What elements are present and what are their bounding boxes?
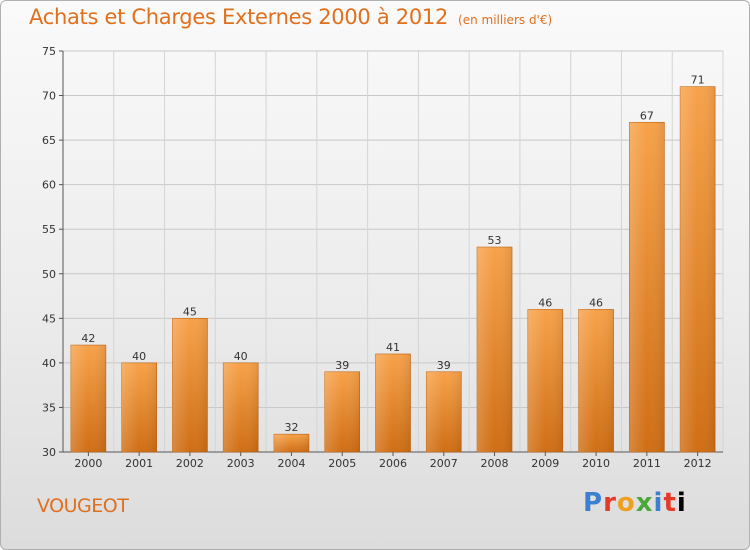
- data-label: 39: [335, 359, 349, 372]
- data-label: 71: [691, 74, 705, 87]
- logo-letter: r: [603, 488, 617, 518]
- data-label: 32: [284, 421, 298, 434]
- x-tick-label: 2009: [531, 457, 559, 470]
- x-tick-label: 2004: [277, 457, 305, 470]
- bar-shade: [578, 309, 614, 452]
- logo-letter: i: [653, 488, 664, 518]
- commune-name: VOUGEOT: [37, 495, 129, 517]
- data-label: 41: [386, 341, 400, 354]
- y-tick-label: 65: [42, 134, 56, 147]
- data-label: 53: [488, 234, 502, 247]
- x-tick-label: 2007: [430, 457, 458, 470]
- y-tick-label: 55: [42, 223, 56, 236]
- y-tick-label: 75: [42, 45, 56, 58]
- y-tick-label: 30: [42, 446, 56, 459]
- bar-shade: [223, 362, 259, 452]
- bar-shade: [426, 371, 462, 452]
- bars: [70, 86, 716, 453]
- data-label: 42: [81, 332, 95, 345]
- data-label: 46: [589, 296, 603, 309]
- chart-title: Achats et Charges Externes 2000 à 2012 (e…: [29, 5, 552, 29]
- x-tick-label: 2011: [633, 457, 661, 470]
- data-label: 40: [132, 350, 146, 363]
- bar-shade: [629, 122, 665, 453]
- bar-shade: [477, 247, 513, 452]
- labels: 30 35 40 45 50 55 60 65 70 75 42 2000 40 2001 45 2002 40…: [42, 45, 712, 470]
- bar-shade: [70, 345, 106, 452]
- x-tick-label: 2010: [582, 457, 610, 470]
- x-tick-label: 2002: [176, 457, 204, 470]
- x-tick-label: 2006: [379, 457, 407, 470]
- data-label: 40: [234, 350, 248, 363]
- logo-letter: P: [583, 488, 604, 518]
- bar-shade: [527, 309, 563, 452]
- bar-shade: [273, 434, 309, 452]
- x-tick-label: 2003: [227, 457, 255, 470]
- data-label: 45: [183, 305, 197, 318]
- bar-shade: [324, 371, 360, 452]
- chart-title-text: Achats et Charges Externes 2000 à 2012: [29, 5, 449, 29]
- chart-subtitle: (en milliers d'€): [458, 13, 553, 27]
- bar-shade: [680, 86, 716, 453]
- logo-letter: o: [616, 488, 636, 518]
- data-label: 46: [538, 296, 552, 309]
- y-tick-label: 45: [42, 312, 56, 325]
- y-tick-label: 35: [42, 401, 56, 414]
- x-tick-label: 2001: [125, 457, 153, 470]
- y-tick-label: 70: [42, 90, 56, 103]
- bar-shade: [375, 353, 411, 452]
- proxiti-logo: Proxiti: [583, 488, 687, 518]
- logo-letter: i: [676, 488, 687, 518]
- y-tick-label: 60: [42, 179, 56, 192]
- data-label: 67: [640, 109, 654, 122]
- logo-letter: t: [663, 488, 677, 518]
- bar-shade: [172, 318, 208, 452]
- x-tick-label: 2000: [74, 457, 102, 470]
- data-label: 39: [437, 359, 451, 372]
- y-tick-label: 40: [42, 357, 56, 370]
- x-tick-label: 2008: [481, 457, 509, 470]
- logo-letter: x: [635, 488, 654, 518]
- y-tick-label: 50: [42, 268, 56, 281]
- bar-shade: [121, 362, 157, 452]
- x-tick-label: 2012: [684, 457, 712, 470]
- x-tick-label: 2005: [328, 457, 356, 470]
